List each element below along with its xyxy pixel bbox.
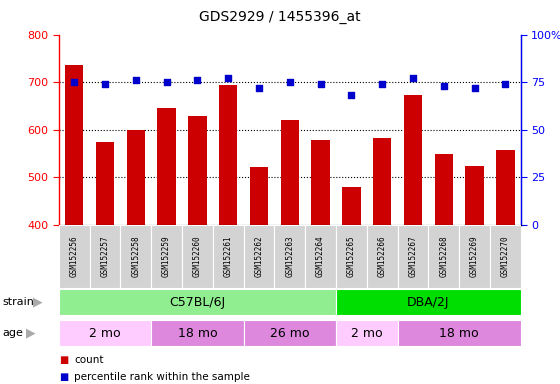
Bar: [59, 320, 151, 346]
Point: [316, 81, 325, 87]
Bar: [59, 225, 90, 288]
Bar: [336, 225, 367, 288]
Bar: [367, 225, 398, 288]
Bar: [120, 225, 151, 288]
Point: [193, 77, 202, 83]
Text: ▶: ▶: [32, 296, 43, 309]
Text: strain: strain: [3, 297, 35, 308]
Text: 26 mo: 26 mo: [270, 327, 310, 339]
Text: GSM152264: GSM152264: [316, 235, 325, 277]
Bar: [182, 225, 213, 288]
Bar: [336, 320, 398, 346]
Point: [254, 85, 263, 91]
Text: GSM152260: GSM152260: [193, 235, 202, 277]
Text: C57BL/6J: C57BL/6J: [169, 296, 226, 309]
Text: GSM152257: GSM152257: [100, 235, 110, 277]
Point: [501, 81, 510, 87]
Bar: [428, 225, 459, 288]
Bar: [250, 167, 268, 225]
Bar: [59, 290, 336, 315]
Text: GSM152263: GSM152263: [285, 235, 295, 277]
Bar: [465, 166, 484, 225]
Text: GSM152258: GSM152258: [131, 235, 141, 277]
Bar: [244, 320, 336, 346]
Point: [347, 92, 356, 98]
Text: GSM152259: GSM152259: [162, 235, 171, 277]
Bar: [96, 142, 114, 225]
Text: ■: ■: [59, 372, 68, 382]
Point: [439, 83, 448, 89]
Text: GSM152266: GSM152266: [377, 235, 387, 277]
Text: GSM152256: GSM152256: [69, 235, 79, 277]
Point: [100, 81, 109, 87]
Text: GSM152261: GSM152261: [223, 235, 233, 277]
Bar: [404, 95, 422, 225]
Bar: [336, 290, 521, 315]
Text: GSM152268: GSM152268: [439, 235, 449, 277]
Point: [377, 81, 386, 87]
Text: GSM152270: GSM152270: [501, 235, 510, 277]
Bar: [127, 130, 145, 225]
Bar: [373, 138, 391, 225]
Bar: [188, 116, 207, 225]
Point: [285, 79, 294, 85]
Bar: [281, 120, 299, 225]
Point: [131, 77, 140, 83]
Bar: [90, 225, 120, 288]
Text: 18 mo: 18 mo: [178, 327, 217, 339]
Point: [470, 85, 479, 91]
Point: [223, 75, 233, 81]
Point: [408, 75, 417, 81]
Bar: [398, 225, 428, 288]
Bar: [151, 225, 182, 288]
Point: [69, 79, 78, 85]
Bar: [219, 85, 237, 225]
Bar: [274, 225, 305, 288]
Bar: [435, 154, 453, 225]
Text: 2 mo: 2 mo: [351, 327, 382, 339]
Text: GSM152265: GSM152265: [347, 235, 356, 277]
Bar: [490, 225, 521, 288]
Bar: [459, 225, 490, 288]
Bar: [311, 140, 330, 225]
Text: GSM152267: GSM152267: [408, 235, 418, 277]
Bar: [496, 149, 515, 225]
Bar: [151, 320, 244, 346]
Text: ▶: ▶: [26, 327, 36, 339]
Bar: [213, 225, 244, 288]
Bar: [157, 108, 176, 225]
Bar: [65, 65, 83, 225]
Text: count: count: [74, 355, 104, 365]
Bar: [342, 187, 361, 225]
Text: 2 mo: 2 mo: [89, 327, 121, 339]
Text: percentile rank within the sample: percentile rank within the sample: [74, 372, 250, 382]
Bar: [244, 225, 274, 288]
Text: age: age: [3, 328, 24, 338]
Text: 18 mo: 18 mo: [440, 327, 479, 339]
Text: GSM152262: GSM152262: [254, 235, 264, 277]
Text: GSM152269: GSM152269: [470, 235, 479, 277]
Text: DBA/2J: DBA/2J: [407, 296, 450, 309]
Bar: [398, 320, 521, 346]
Text: GDS2929 / 1455396_at: GDS2929 / 1455396_at: [199, 10, 361, 23]
Text: ■: ■: [59, 355, 68, 365]
Bar: [305, 225, 336, 288]
Point: [162, 79, 171, 85]
